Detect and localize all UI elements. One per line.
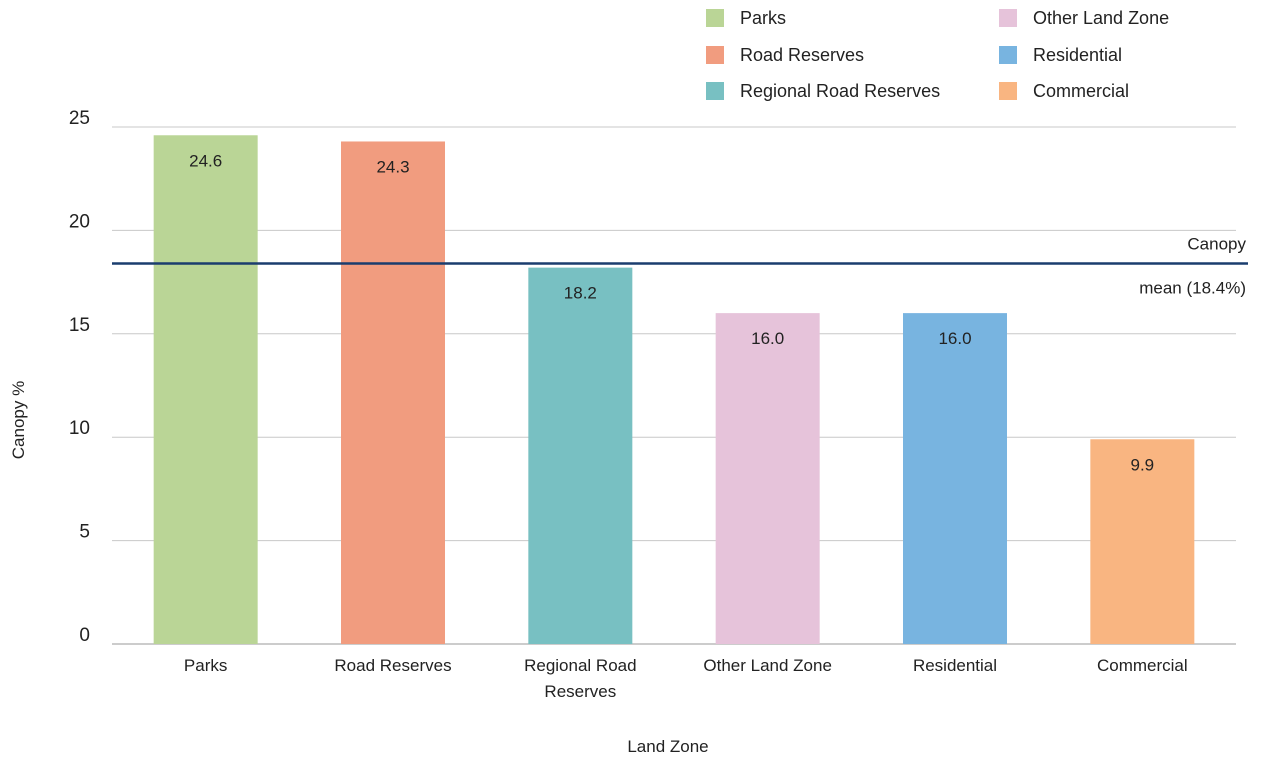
x-tick-label: Residential [913,656,997,675]
y-tick-label: 15 [69,315,90,336]
bar [153,135,258,644]
legend: Parks Road Reserves Regional Road Reserves… [706,8,1169,101]
legend-label: Road Reserves [740,45,864,65]
y-tick-label: 20 [69,211,90,232]
bars [153,135,1195,644]
legend-swatch [999,82,1017,100]
x-tick-label: Parks [184,656,227,675]
x-tick-label: Other Land Zone [703,656,832,675]
legend-swatch [706,9,724,27]
legend-swatch [706,46,724,64]
data-label: 24.6 [189,151,222,170]
bar [903,313,1007,644]
data-label: 24.3 [376,157,409,176]
reference-line-label: mean (18.4%) [1139,278,1246,297]
bar [528,267,633,644]
value-labels: 24.6 24.3 18.2 16.0 16.0 9.9 [189,151,1154,474]
legend-label: Residential [1033,45,1122,65]
x-axis-ticks: Parks Road Reserves Regional Road Reserves O… [184,656,1188,701]
legend-label: Other Land Zone [1033,8,1169,28]
y-tick-label: 25 [69,108,90,129]
bar [1090,439,1195,644]
bar [341,141,445,644]
x-tick-label: Road Reserves [334,656,451,675]
legend-swatch [706,82,724,100]
y-axis-ticks: 0 5 10 15 20 25 [69,108,90,646]
x-tick-label: Regional Road [524,656,636,675]
data-label: 18.2 [564,284,597,303]
x-tick-label: Commercial [1097,656,1188,675]
data-label: 16.0 [751,329,784,348]
x-axis-title: Land Zone [627,737,708,756]
legend-swatch [999,46,1017,64]
legend-label: Parks [740,8,786,28]
legend-label: Commercial [1033,81,1129,101]
legend-swatch [999,9,1017,27]
data-label: 9.9 [1131,455,1155,474]
legend-label: Regional Road Reserves [740,81,940,101]
gridlines [112,126,1236,645]
reference-line-group: Canopy mean (18.4%) [112,234,1248,297]
x-tick-label: Reserves [544,682,616,701]
reference-line-label: Canopy [1187,234,1246,253]
data-label: 16.0 [938,329,971,348]
bar [715,313,820,644]
y-tick-label: 5 [79,522,90,543]
y-tick-label: 0 [79,625,90,646]
y-axis-title: Canopy % [9,381,28,459]
y-tick-label: 10 [69,418,90,439]
